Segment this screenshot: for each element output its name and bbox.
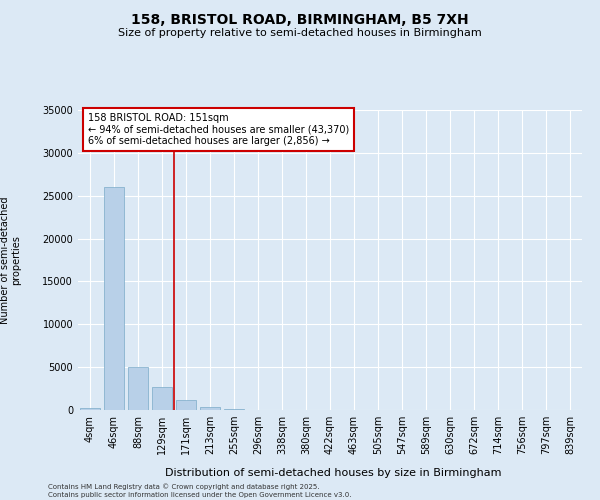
Text: Contains HM Land Registry data © Crown copyright and database right 2025.
Contai: Contains HM Land Registry data © Crown c… [48, 484, 352, 498]
Text: Distribution of semi-detached houses by size in Birmingham: Distribution of semi-detached houses by … [165, 468, 501, 477]
Bar [104, 187, 124, 410]
Bar [152, 387, 172, 410]
Text: Size of property relative to semi-detached houses in Birmingham: Size of property relative to semi-detach… [118, 28, 482, 38]
Text: 158 BRISTOL ROAD: 151sqm
← 94% of semi-detached houses are smaller (43,370)
6% o: 158 BRISTOL ROAD: 151sqm ← 94% of semi-d… [88, 113, 349, 146]
Bar [80, 408, 100, 410]
Bar [176, 400, 196, 410]
Text: Number of semi-detached
properties: Number of semi-detached properties [0, 196, 22, 324]
Text: 158, BRISTOL ROAD, BIRMINGHAM, B5 7XH: 158, BRISTOL ROAD, BIRMINGHAM, B5 7XH [131, 12, 469, 26]
Bar [224, 409, 244, 410]
Bar [200, 406, 220, 410]
Bar [128, 367, 148, 410]
